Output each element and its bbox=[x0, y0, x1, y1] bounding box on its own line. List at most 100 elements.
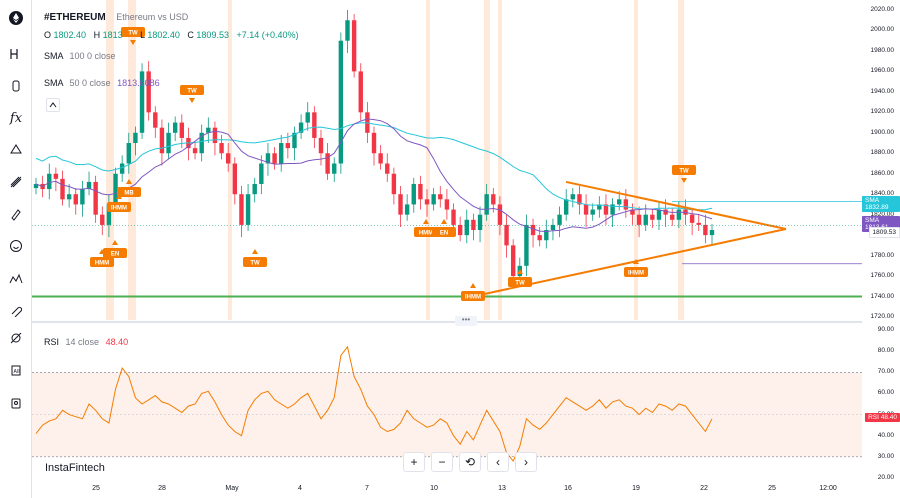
pattern-arrow-up bbox=[633, 259, 639, 264]
candle-body bbox=[298, 122, 304, 133]
brush-icon[interactable] bbox=[4, 202, 28, 226]
price-tick-label: 1880.00 bbox=[870, 149, 895, 157]
price-tick-label: 1960.00 bbox=[870, 67, 895, 75]
logo-icon[interactable] bbox=[4, 6, 28, 30]
rsi-tick-label: 60.00 bbox=[877, 389, 894, 397]
pattern-badge bbox=[107, 202, 131, 212]
crosshair-icon[interactable] bbox=[4, 74, 28, 98]
candle-body bbox=[563, 199, 569, 215]
candle-body bbox=[510, 245, 516, 277]
pattern-arrow-down bbox=[130, 40, 136, 45]
sma100-legend[interactable]: SMA 100 0 close bbox=[44, 51, 116, 61]
sma50-legend[interactable]: SMA 50 0 close 1813.6086 bbox=[44, 78, 160, 88]
candle-body bbox=[66, 194, 72, 200]
trash-icon[interactable] bbox=[4, 390, 28, 414]
price-tick-label: 1820.00 bbox=[870, 210, 895, 218]
sma50-params: 50 0 close bbox=[69, 78, 111, 88]
price-tick-label: 1840.00 bbox=[870, 190, 895, 198]
time-tick-label: 22 bbox=[700, 485, 708, 492]
rsi-tick-label: 30.00 bbox=[877, 452, 894, 460]
rsi-value: 48.40 bbox=[105, 337, 129, 347]
candle-body bbox=[391, 173, 397, 195]
candle-body bbox=[126, 143, 131, 164]
pattern-label: TW bbox=[250, 261, 260, 267]
price-tick-label: 1940.00 bbox=[870, 87, 895, 95]
candle-body bbox=[457, 224, 463, 236]
candle-body bbox=[325, 153, 330, 174]
magnet-icon[interactable] bbox=[4, 298, 28, 322]
reset-button[interactable]: ⟲ bbox=[459, 452, 481, 472]
fib-icon[interactable]: fx bbox=[9, 110, 23, 126]
scroll-right-button[interactable]: › bbox=[515, 452, 537, 472]
candle-body bbox=[106, 204, 112, 225]
pattern-label: HMM bbox=[95, 261, 109, 267]
zoom-in-button[interactable]: + bbox=[403, 452, 425, 472]
eye-icon[interactable] bbox=[4, 326, 28, 350]
pane-resize-handle[interactable]: ••• bbox=[455, 316, 477, 326]
rsi-tick-label: 70.00 bbox=[877, 368, 894, 376]
highlight-band bbox=[426, 0, 430, 320]
sma50-line bbox=[35, 118, 713, 233]
candle-body bbox=[245, 194, 251, 225]
ruler-icon[interactable] bbox=[4, 266, 28, 290]
candle-body bbox=[153, 112, 158, 128]
price-axis[interactable]: 2020.00 2000.00 1980.00 1960.00 1940.00 1920.… bbox=[862, 0, 900, 482]
high-label: H bbox=[93, 30, 101, 40]
price-tick-label: 1900.00 bbox=[870, 128, 895, 136]
candle-body bbox=[623, 199, 629, 210]
candle-body bbox=[670, 214, 675, 220]
candle-body bbox=[338, 40, 344, 164]
rsi-legend[interactable]: RSI 14 close 48.40 bbox=[44, 337, 128, 347]
candle-body bbox=[159, 127, 165, 154]
emoji-icon[interactable] bbox=[4, 234, 28, 258]
low-label: L bbox=[140, 30, 145, 40]
pattern-arrow-up bbox=[252, 249, 258, 254]
candle-body bbox=[192, 148, 198, 154]
pattern-label: HMM bbox=[419, 231, 433, 237]
rsi-chart[interactable] bbox=[32, 326, 862, 482]
pane-separator[interactable] bbox=[32, 321, 862, 323]
pattern-badge bbox=[103, 248, 127, 258]
pattern-badge bbox=[180, 85, 204, 95]
measure-icon[interactable] bbox=[4, 170, 28, 194]
rsi-tick-label: 20.00 bbox=[877, 474, 894, 481]
lock-icon[interactable]: All bbox=[4, 358, 28, 382]
highlight-band bbox=[498, 0, 502, 320]
zoom-out-button[interactable]: − bbox=[431, 452, 453, 472]
rsi-tick-label: 90.00 bbox=[877, 326, 894, 333]
pattern-arrow-up bbox=[470, 283, 476, 288]
time-tick-label: May bbox=[225, 485, 239, 492]
candle-body bbox=[285, 143, 291, 149]
candle-body bbox=[630, 209, 635, 215]
candle-body bbox=[385, 163, 390, 174]
candle-body bbox=[292, 132, 297, 149]
sma100-params: 100 0 close bbox=[69, 51, 116, 61]
candle-body bbox=[172, 122, 178, 133]
candle-body bbox=[305, 112, 310, 123]
time-tick-label: 10 bbox=[430, 485, 438, 492]
collapse-legend-icon[interactable] bbox=[46, 98, 60, 112]
close-label: C bbox=[187, 30, 194, 40]
time-axis[interactable]: 25 28 May 4 7 10 13 16 19 22 25 12:00 bbox=[32, 482, 862, 498]
scroll-left-button[interactable]: ‹ bbox=[487, 452, 509, 472]
candle-body bbox=[146, 71, 151, 113]
chevron-right-icon: › bbox=[524, 455, 528, 469]
candle-body bbox=[80, 189, 85, 205]
candle-body bbox=[199, 132, 204, 154]
pattern-label: TW bbox=[187, 89, 197, 95]
candle-body bbox=[689, 214, 695, 223]
candle-body bbox=[73, 194, 78, 205]
candle-body bbox=[60, 178, 65, 200]
candle-body bbox=[351, 20, 357, 72]
candle-body bbox=[656, 209, 662, 220]
price-tick-label: 1980.00 bbox=[870, 46, 895, 54]
price-tick-label: 2000.00 bbox=[870, 26, 895, 34]
zoom-in-icon: + bbox=[410, 455, 418, 469]
candle-body bbox=[133, 132, 138, 144]
line-tool-icon[interactable] bbox=[4, 42, 28, 66]
pattern-icon[interactable] bbox=[4, 138, 28, 162]
candle-body bbox=[676, 209, 682, 220]
candle-body bbox=[259, 163, 264, 184]
candle-body bbox=[411, 183, 416, 205]
